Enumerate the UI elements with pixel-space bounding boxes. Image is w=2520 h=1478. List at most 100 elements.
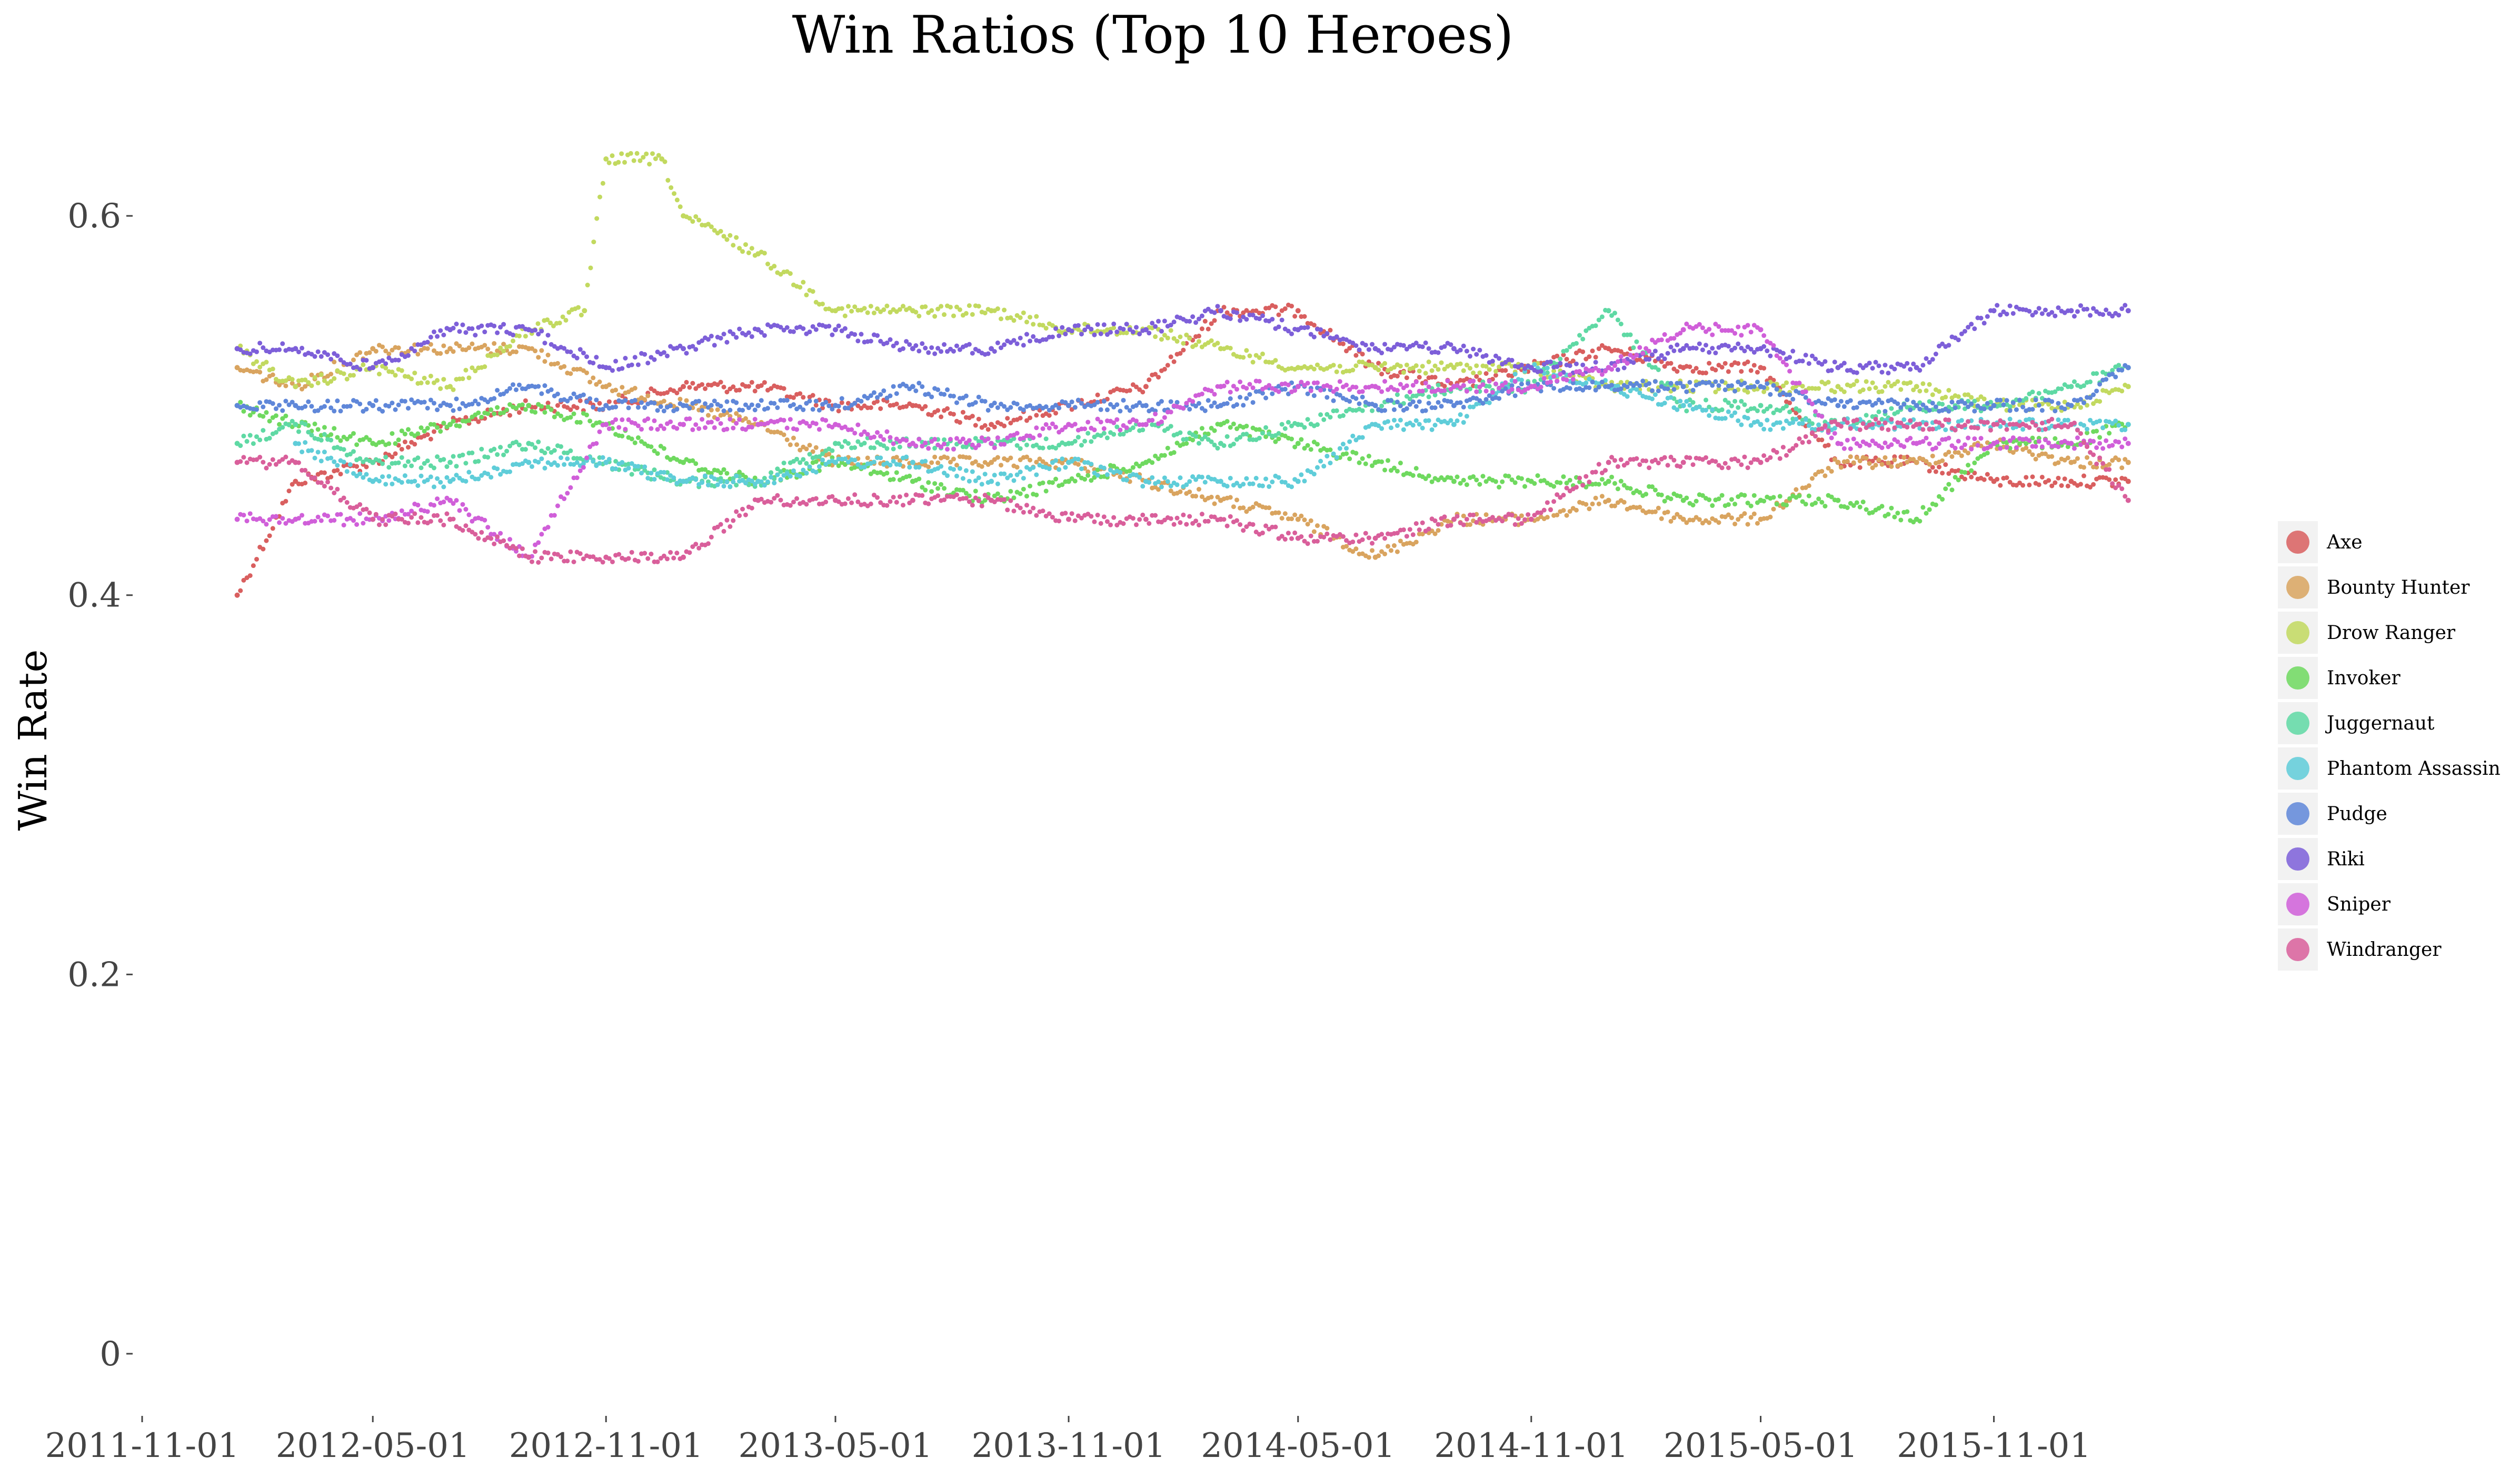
data-point [498,345,503,351]
data-point [979,464,984,469]
data-point [1526,381,1531,386]
data-point [1008,405,1013,410]
data-point [1193,342,1199,347]
data-point [513,387,519,392]
data-point [412,442,417,447]
data-point [762,483,767,488]
data-point [1857,363,1862,368]
data-point [687,406,692,411]
data-point [574,460,580,465]
data-point [270,372,275,377]
data-point [992,401,997,406]
data-point [1101,465,1107,471]
data-point [328,379,334,384]
data-point [1736,380,1741,385]
data-point [1244,476,1249,481]
data-point [1564,513,1569,518]
data-point [1800,358,1805,364]
data-point [1768,427,1773,432]
data-point [1299,513,1304,518]
data-point [635,423,641,428]
data-point [241,577,246,583]
data-point [1366,555,1371,560]
data-point [1652,348,1658,354]
data-point [1988,406,1993,411]
data-point [855,462,861,467]
data-point [386,441,392,446]
data-point [251,441,256,446]
data-point [1344,348,1349,354]
data-point [749,425,754,430]
data-point [1870,425,1875,431]
data-point [1382,551,1388,556]
data-point [1018,415,1023,421]
data-point [881,443,887,448]
data-point [1187,336,1192,341]
data-point [270,366,275,372]
data-point [709,471,714,476]
data-point [463,330,469,335]
data-point [1273,358,1278,363]
data-point [1305,443,1310,448]
data-point [1014,472,1020,477]
data-point [884,429,890,434]
data-point [1615,486,1620,492]
data-point [1678,494,1683,499]
chart-title: Win Ratios (Top 10 Heroes) [792,5,1514,65]
data-point [1917,518,1923,524]
data-point [791,435,796,441]
data-point [1924,405,1929,411]
data-point [466,418,472,423]
data-point [2104,307,2109,313]
data-point [632,386,638,391]
data-point [945,446,950,452]
data-point [338,408,343,414]
data-point [620,417,625,422]
data-point [794,427,800,432]
data-point [1047,466,1052,472]
data-point [1675,407,1680,412]
data-point [1024,418,1029,423]
data-point [875,306,880,312]
data-point [1729,515,1734,521]
data-point [447,422,453,427]
data-point [1784,503,1789,508]
data-point [354,442,360,447]
data-point [1729,383,1734,388]
data-point [536,384,541,389]
data-point [1391,417,1397,423]
data-point [705,222,711,227]
data-point [917,476,922,482]
data-point [813,398,819,404]
data-point [510,382,515,387]
data-point [1238,318,1243,323]
data-point [1082,438,1088,444]
data-point [1886,371,1891,376]
data-point [1250,481,1256,486]
data-point [700,382,705,387]
data-point [1972,460,1977,465]
data-point [2027,308,2032,314]
data-point [1043,326,1049,331]
data-point [1257,435,1262,441]
data-point [457,329,462,334]
data-point [234,516,240,522]
data-point [2085,306,2090,312]
data-point [357,471,363,476]
data-point [917,404,922,409]
data-point [1448,418,1453,423]
data-point [495,352,500,357]
data-point [1551,368,1557,374]
data-point [1276,324,1281,329]
data-point [460,401,465,406]
data-point [1920,363,1926,368]
data-point [1729,362,1734,367]
data-point [746,405,751,411]
data-point [2036,391,2041,396]
data-point [1690,400,1696,405]
data-point [2020,427,2026,432]
data-point [425,405,430,411]
data-point [1250,504,1256,510]
data-point [1353,451,1359,456]
data-point [270,526,275,531]
